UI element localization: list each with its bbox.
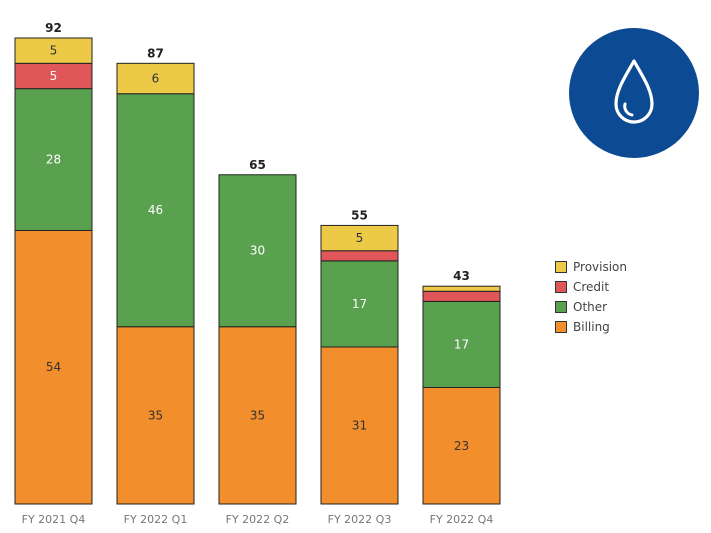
legend-swatch-other: [555, 301, 567, 313]
bar-value-label: 35: [250, 408, 265, 422]
bar-total-label: 43: [453, 269, 470, 283]
bar-segment-provision[interactable]: [14, 37, 93, 64]
bar-segment-other[interactable]: [422, 300, 501, 388]
legend-label: Other: [573, 300, 608, 314]
bar-value-label: 46: [148, 203, 163, 217]
bar-total-label: 55: [351, 208, 368, 222]
legend-swatch-credit: [555, 281, 567, 293]
legend-item-credit[interactable]: Credit: [555, 277, 627, 297]
bar-segment-billing[interactable]: [320, 346, 399, 505]
bar-segment-provision[interactable]: [320, 224, 399, 252]
bar-segment-other[interactable]: [116, 93, 195, 328]
bar-value-label: 17: [454, 337, 469, 351]
bar-segment-credit[interactable]: [14, 62, 93, 90]
bar-value-label: 23: [454, 439, 469, 453]
bar-total-label: 92: [45, 21, 62, 35]
bar-value-label: 30: [250, 244, 265, 258]
x-tick-label: FY 2022 Q3: [328, 513, 392, 526]
bar-value-label: 6: [152, 72, 160, 86]
bar-value-label: 54: [46, 360, 61, 374]
bar-segment-provision[interactable]: [116, 62, 195, 95]
x-tick-label: FY 2022 Q1: [124, 513, 188, 526]
bar-segment-other[interactable]: [218, 174, 297, 328]
legend-item-billing[interactable]: Billing: [555, 317, 627, 337]
legend-item-other[interactable]: Other: [555, 297, 627, 317]
legend: Provision Credit Other Billing: [555, 257, 627, 337]
bar-segment-billing[interactable]: [116, 326, 195, 505]
bar-segment-credit[interactable]: [422, 290, 501, 302]
bar-segment-billing[interactable]: [14, 229, 93, 505]
legend-label: Billing: [573, 320, 610, 334]
legend-label: Credit: [573, 280, 610, 294]
bar-value-label: 5: [356, 231, 364, 245]
bar-value-label: 5: [50, 44, 58, 58]
legend-item-provision[interactable]: Provision: [555, 257, 627, 277]
bar-segment-provision[interactable]: [422, 285, 501, 292]
x-tick-label: FY 2022 Q2: [226, 513, 290, 526]
legend-label: Provision: [573, 260, 628, 274]
bar-total-label: 87: [147, 46, 164, 60]
bar-value-label: 17: [352, 297, 367, 311]
bar-segment-other[interactable]: [320, 260, 399, 348]
legend-swatch-billing: [555, 321, 567, 333]
bar-value-label: 5: [50, 69, 58, 83]
bar-segment-other[interactable]: [14, 88, 93, 231]
bar-value-label: 31: [352, 418, 367, 432]
bar-total-label: 65: [249, 158, 266, 172]
bar-segment-billing[interactable]: [422, 387, 501, 505]
x-tick-label: FY 2021 Q4: [22, 513, 86, 526]
legend-swatch-provision: [555, 261, 567, 273]
water-drop-icon: [569, 28, 699, 158]
bar-segment-billing[interactable]: [218, 326, 297, 505]
bar-segment-credit[interactable]: [320, 250, 399, 262]
x-tick-label: FY 2022 Q4: [430, 513, 494, 526]
bar-value-label: 28: [46, 153, 61, 167]
bar-value-label: 35: [148, 408, 163, 422]
